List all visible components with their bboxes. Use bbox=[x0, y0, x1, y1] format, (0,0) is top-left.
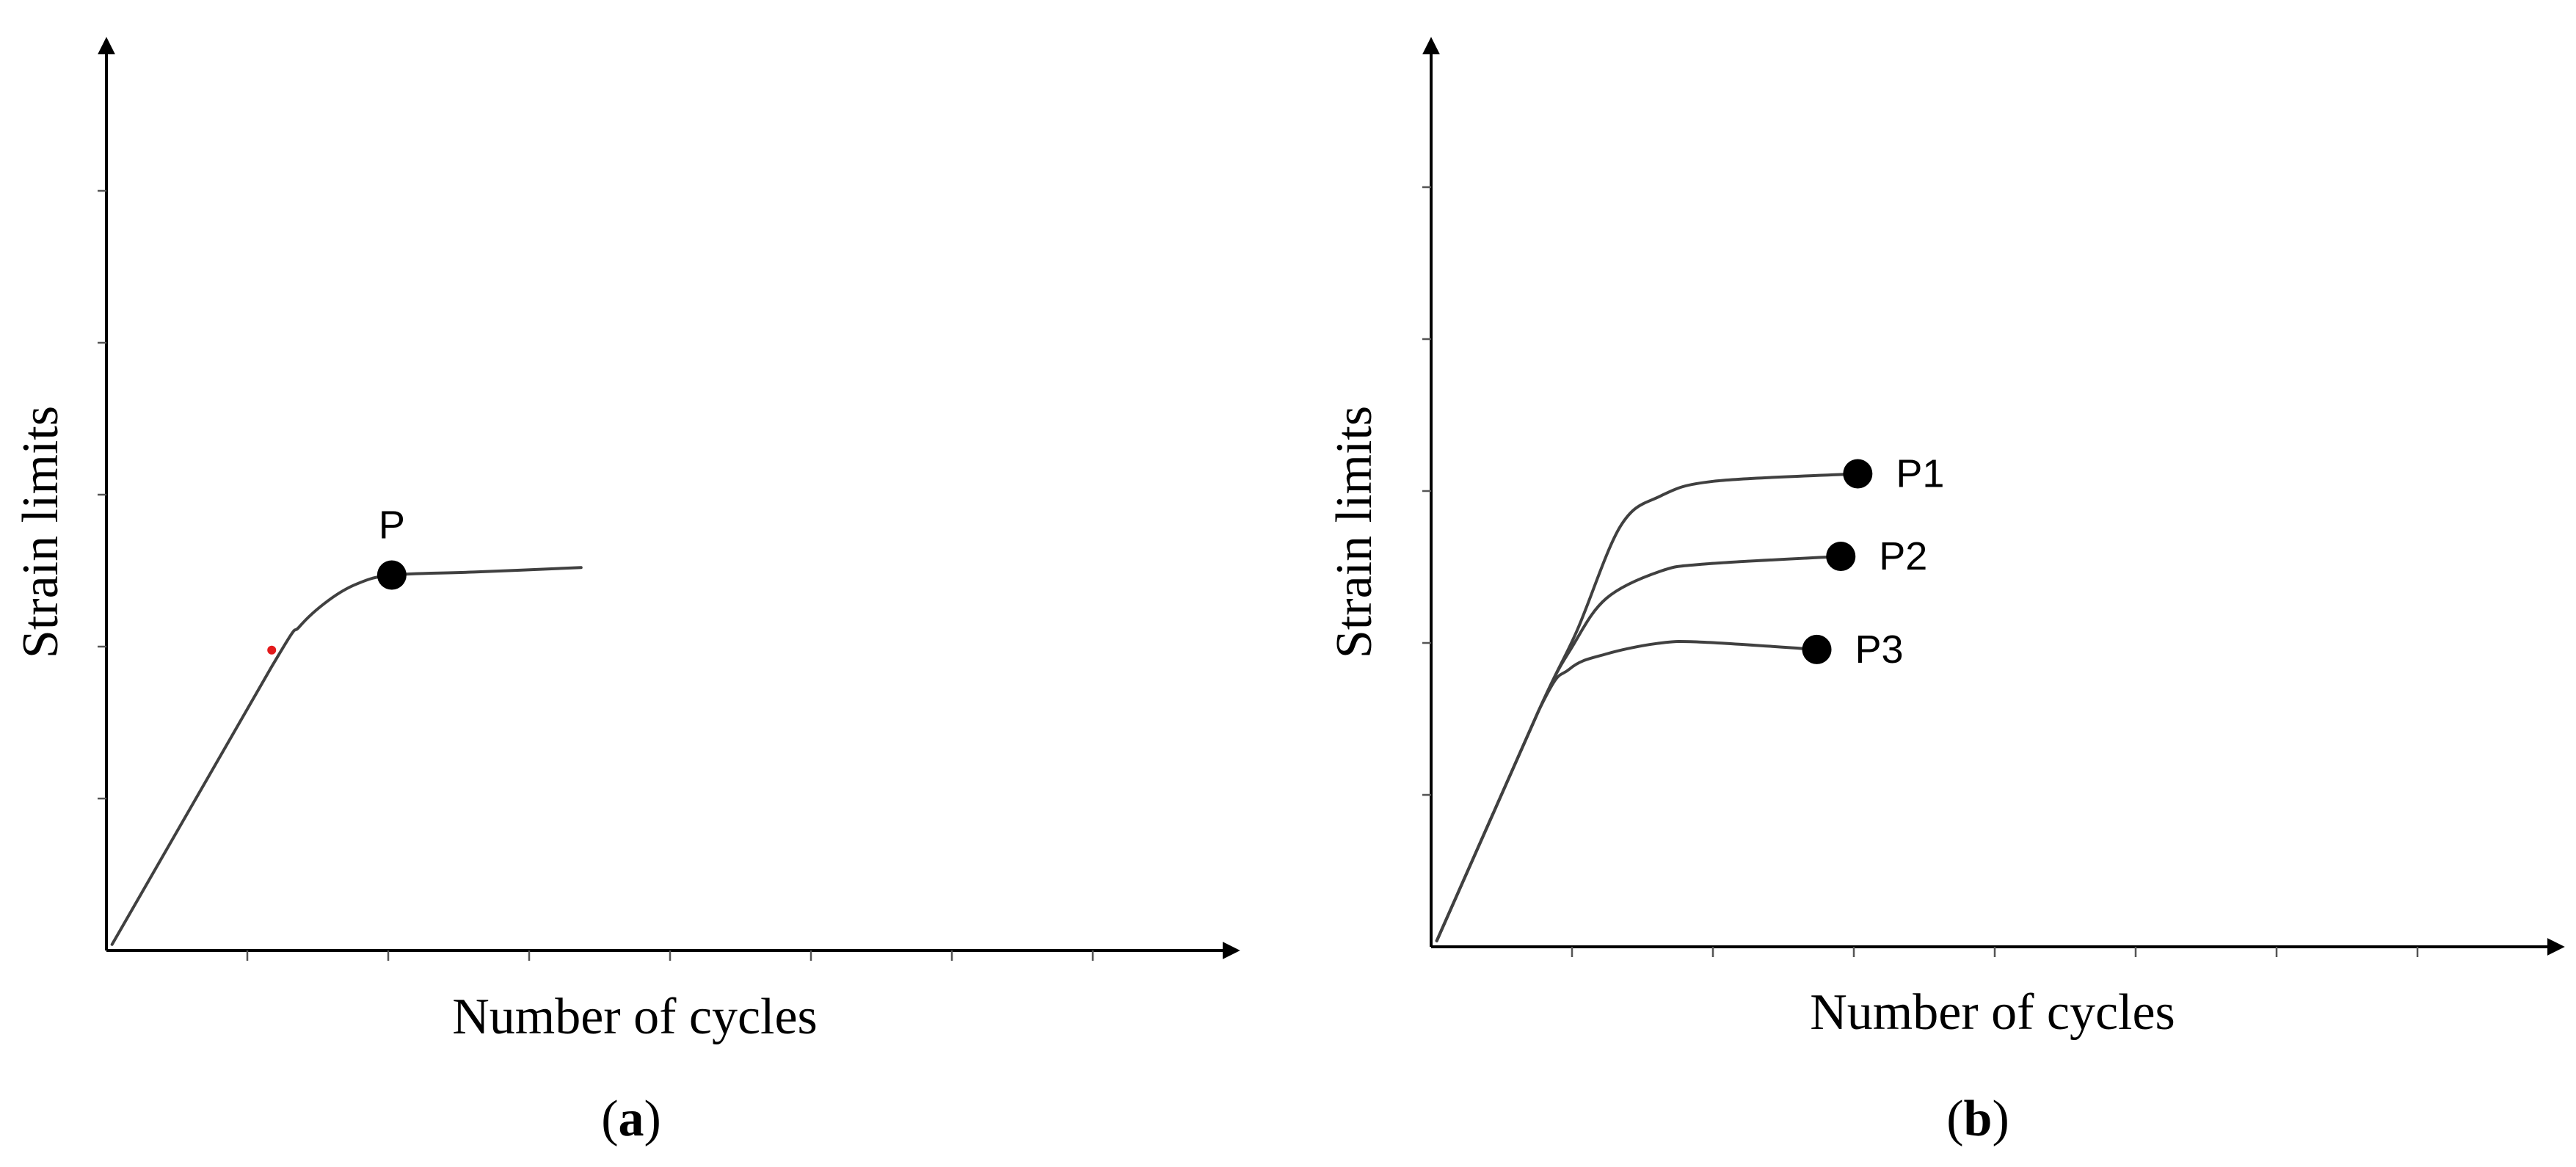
point-marker-p3 bbox=[1802, 634, 1832, 664]
series-line-2 bbox=[1435, 555, 1843, 942]
red-marker-dot bbox=[267, 645, 277, 655]
y-axis-label: Strain limits bbox=[1326, 406, 1383, 658]
panel-label: (a) bbox=[601, 1091, 661, 1147]
point-label-p: P bbox=[379, 503, 405, 548]
series-group bbox=[1435, 472, 1860, 942]
point-marker-p2 bbox=[1826, 542, 1856, 572]
point-label-p1: P1 bbox=[1896, 452, 1944, 496]
x-axis-label: Number of cycles bbox=[452, 989, 818, 1045]
series-group bbox=[110, 566, 583, 946]
point-label-p2: P2 bbox=[1879, 534, 1927, 578]
y-axis-label: Strain limits bbox=[12, 406, 69, 658]
series-line-1 bbox=[1435, 472, 1860, 942]
point-label-p3: P3 bbox=[1855, 628, 1904, 672]
point-group: P bbox=[267, 503, 407, 655]
panel-label: (b) bbox=[1946, 1091, 2009, 1147]
panel-a: P Number of cycles Strain limits (a) bbox=[12, 37, 1240, 1147]
point-marker-p bbox=[376, 560, 407, 590]
panel-b: P1 P2 P3 Number of cycles Strain limits (b… bbox=[1326, 37, 2565, 1147]
series-line-1 bbox=[110, 566, 583, 946]
point-group: P1 P2 P3 bbox=[1802, 452, 1944, 672]
axis-ticks bbox=[98, 189, 1094, 961]
point-marker-p1 bbox=[1843, 459, 1873, 489]
x-axis-label: Number of cycles bbox=[1810, 984, 2175, 1041]
axis-ticks bbox=[1422, 186, 2419, 957]
series-line-3 bbox=[1435, 640, 1819, 942]
